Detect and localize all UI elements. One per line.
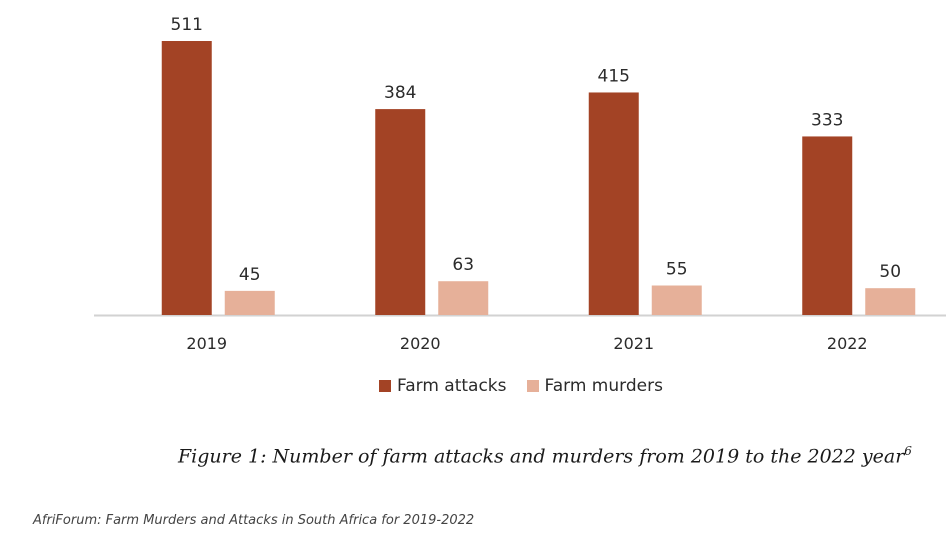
source-note: AfriForum: Farm Murders and Attacks in S… <box>33 513 475 528</box>
legend-swatch-farm-attacks <box>379 380 391 392</box>
bar-farm-attacks-2022 <box>802 136 853 315</box>
data-label-farm-murders-2020: 63 <box>452 255 474 275</box>
data-label-farm-attacks-2020: 384 <box>384 83 416 103</box>
legend-label-farm-attacks: Farm attacks <box>397 376 507 396</box>
bar-farm-attacks-2021 <box>588 92 639 315</box>
data-label-farm-murders-2022: 50 <box>879 262 901 282</box>
bar-farm-attacks-2020 <box>375 109 426 316</box>
data-label-farm-murders-2019: 45 <box>239 265 261 285</box>
data-label-farm-murders-2021: 55 <box>666 260 688 280</box>
x-tick-label-2019: 2019 <box>186 334 227 353</box>
x-tick-label-2021: 2021 <box>613 334 654 353</box>
data-label-farm-attacks-2022: 333 <box>811 110 843 130</box>
bar-farm-murders-2022 <box>865 288 916 315</box>
bar-farm-murders-2019 <box>224 290 275 315</box>
chart-legend: Farm attacks Farm murders <box>379 376 683 396</box>
legend-label-farm-murders: Farm murders <box>544 376 663 396</box>
bar-farm-attacks-2019 <box>161 41 212 315</box>
data-label-farm-attacks-2019: 511 <box>171 15 203 35</box>
legend-swatch-farm-murders <box>526 380 539 392</box>
bar-farm-murders-2020 <box>438 281 489 315</box>
data-label-farm-attacks-2021: 415 <box>598 66 630 86</box>
bar-farm-murders-2021 <box>651 285 702 315</box>
figure-title-text: Figure 1: Number of farm attacks and mur… <box>178 445 905 468</box>
bar-chart: 511 45 2019 384 63 2020 415 55 2021 333 50 2022 <box>94 15 946 353</box>
legend-item-farm-attacks: Farm attacks <box>379 376 507 396</box>
figure-title: Figure 1: Number of farm attacks and mur… <box>178 444 912 467</box>
x-tick-label-2022: 2022 <box>827 334 868 353</box>
legend-item-farm-murders: Farm murders <box>526 376 663 396</box>
x-tick-label-2020: 2020 <box>400 334 441 353</box>
figure-footnote-mark: 6 <box>904 444 912 458</box>
